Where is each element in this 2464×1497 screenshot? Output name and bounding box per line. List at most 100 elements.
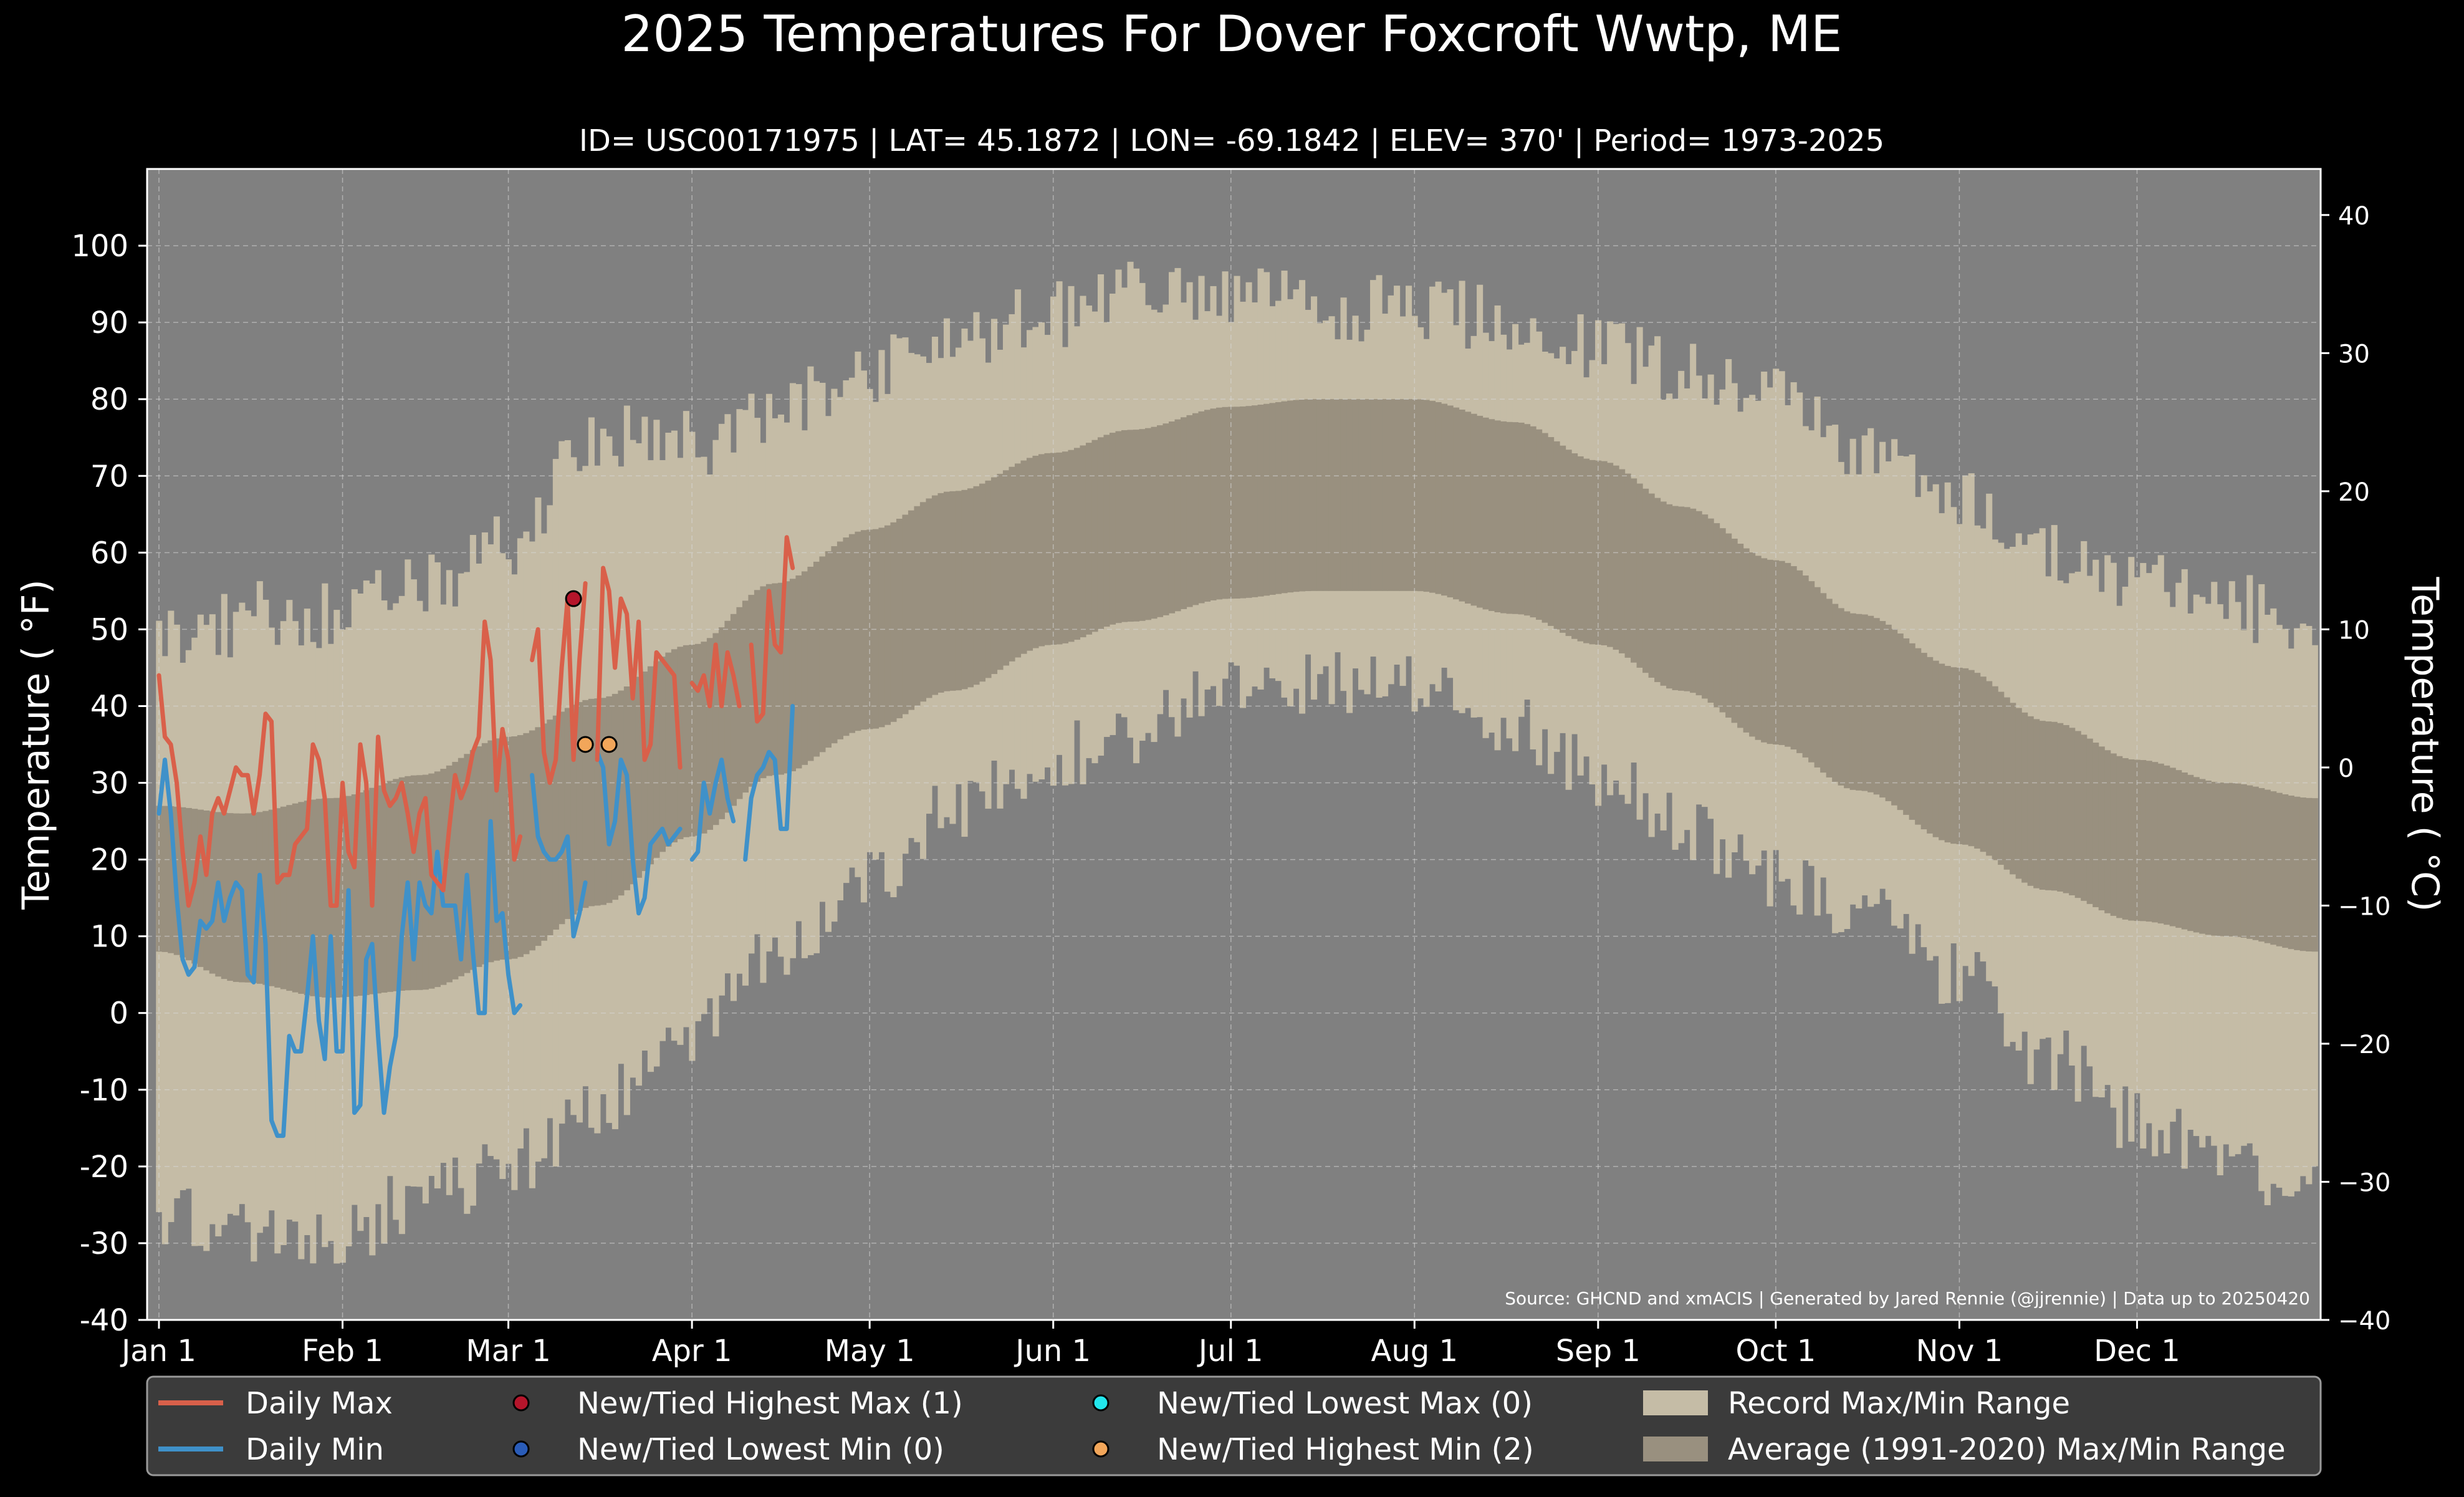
average-range-bar [1162,423,1169,615]
average-range-bar [1121,430,1128,622]
average-range-bar [2264,789,2271,943]
average-range-bar [1080,445,1086,638]
average-range-bar [1838,608,1844,786]
average-range-bar [902,514,909,715]
average-range-bar [1335,399,1341,591]
average-range-bar [1767,559,1773,744]
legend-label-record_range: Record Max/Min Range [1728,1386,2070,1421]
average-range-bar [1293,400,1300,592]
average-range-bar [1796,570,1803,753]
average-range-bar [2140,760,2147,922]
average-range-bar [422,774,429,990]
y-tick-label-left: -40 [80,1303,128,1338]
average-range-bar [1695,511,1702,696]
average-range-bar [1980,676,1987,852]
x-tick-label: Oct 1 [1735,1334,1816,1369]
average-range-bar [1702,514,1709,699]
average-range-bar [2276,792,2283,946]
average-range-bar [2074,731,2081,898]
average-range-bar [2240,784,2247,938]
average-range-bar [540,723,547,941]
legend-swatch-lowest_max [1092,1394,1110,1412]
average-range-bar [185,807,192,961]
average-range-bar [244,813,251,983]
y-tick-label-left: 60 [90,536,128,570]
average-range-bar [1998,691,2005,865]
average-range-bar [1151,426,1158,619]
average-range-bar [742,600,749,793]
average-range-bar [1240,406,1247,599]
average-range-bar [547,720,554,936]
average-range-bar [2033,719,2040,888]
x-tick-label: Jun 1 [1014,1334,1091,1369]
average-range-bar [1097,437,1105,630]
average-range-bar [1624,473,1631,658]
average-range-bar [1447,405,1454,598]
average-range-bar [251,812,257,983]
average-range-bar [618,690,625,896]
average-range-bar [1062,451,1069,643]
average-range-bar [919,502,927,702]
average-range-bar [1577,456,1584,642]
average-range-bar [1631,478,1637,663]
y-tick-label-right: −10 [2338,892,2390,921]
average-range-bar [1755,556,1762,740]
average-range-bar [1826,599,1833,777]
average-range-bar [558,711,565,925]
average-range-bar [1388,399,1394,591]
legend-label-daily_max: Daily Max [246,1386,393,1421]
legend-swatch-average_range [1643,1437,1708,1461]
average-range-bar [1867,615,1874,792]
average-range-bar [967,488,974,688]
average-range-bar [2069,728,2076,895]
average-range-bar [1778,561,1785,745]
average-range-bar [831,546,838,744]
average-range-bar [819,556,826,753]
average-range-bar [481,743,488,965]
average-range-bar [1944,666,1951,843]
average-range-bar [310,799,317,996]
average-range-bar [476,746,482,967]
average-range-bar [600,698,606,905]
average-range-bar [464,754,471,973]
y-tick-label-right: −30 [2338,1168,2390,1197]
average-range-bar [979,483,986,682]
x-tick-label: Jul 1 [1197,1334,1263,1369]
average-range-bar [1085,443,1093,635]
average-range-bar [848,534,856,733]
x-tick-label: Feb 1 [302,1334,383,1369]
average-range-bar [322,798,328,998]
average-range-bar [754,590,760,782]
new-highest-min-marker [600,736,618,753]
average-range-bar [2211,781,2218,936]
average-range-bar [564,708,571,919]
y-tick-label-left: 30 [90,766,128,801]
average-range-bar [1257,405,1264,597]
average-range-bar [2294,796,2301,950]
average-range-bar [1109,433,1116,625]
average-range-bar [2169,768,2176,927]
average-range-bar [1470,413,1477,606]
average-range-bar [2063,724,2069,893]
y-tick-label-left: 80 [90,382,128,417]
average-range-bar [2252,786,2259,940]
average-range-bar [1927,657,1934,834]
average-range-bar [1962,668,1969,845]
average-range-bar [878,527,885,728]
y-tick-label-left: -20 [80,1150,128,1185]
average-range-bar [1749,552,1756,737]
average-range-bar [1571,453,1578,639]
x-tick-label: Jan 1 [120,1334,196,1369]
average-range-bar [2258,788,2265,942]
average-range-bar [1541,433,1548,623]
average-range-bar [931,495,939,695]
average-range-bar [428,773,435,989]
y-tick-label-left: 100 [71,229,128,264]
average-range-bar [458,758,464,976]
average-range-bar [1453,407,1460,600]
average-range-bar [1992,686,1998,860]
average-range-bar [1530,426,1536,618]
average-range-bar [1790,566,1797,750]
average-range-bar [1737,544,1744,728]
average-range-bar [197,809,204,967]
